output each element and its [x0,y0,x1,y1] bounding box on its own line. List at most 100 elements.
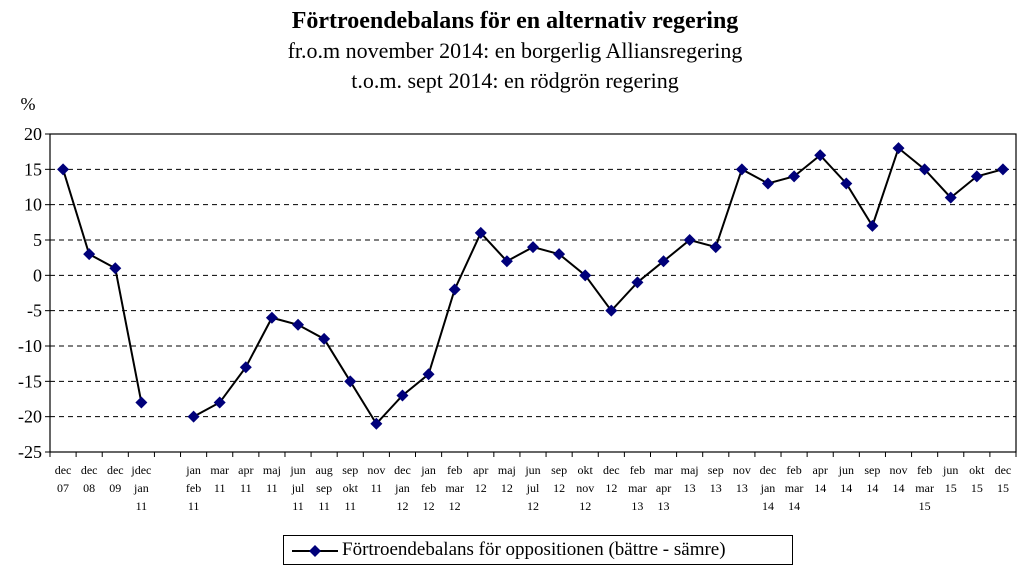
data-point [265,311,278,324]
data-point [631,276,644,289]
data-point [83,248,96,261]
x-tick-label: jan [760,481,776,495]
legend-series-marker [292,545,338,557]
x-tick-label: dec [995,463,1012,477]
x-tick-label: 07 [57,481,69,495]
x-tick-label: jul [526,481,540,495]
data-point [422,368,435,381]
x-tick-label: okt [969,463,985,477]
x-tick-label: feb [447,463,462,477]
x-tick-label: 11 [344,499,356,513]
x-tick-label: sep [551,463,567,477]
x-tick-label: feb [421,481,436,495]
data-point [788,170,801,183]
y-tick-label: 20 [24,124,42,144]
series-line [193,146,1004,426]
data-point [605,304,618,317]
chart-subtitle-1: fr.o.m november 2014: en borgerlig Allia… [287,38,743,63]
x-tick-label: jan [185,463,201,477]
y-tick-label: -20 [18,407,42,427]
y-tick-label: 5 [33,230,42,250]
x-tick-label: 14 [762,499,774,513]
chart-title: Förtroendebalans för en alternativ reger… [291,8,739,34]
data-point [370,417,383,430]
x-tick-label: mar [915,481,934,495]
line-chart: 20 15 10 5 0 -5 -10 -15 -20 -25% dec 07 dec 08 dec 09 jd… [18,94,1017,513]
x-tick-label: jun [838,463,854,477]
x-tick-label: 12 [579,499,591,513]
x-tick-label: 11 [136,499,148,513]
plot-area [49,133,1017,453]
x-tick-label: jun [289,463,305,477]
data-point [683,234,696,246]
x-tick-label: feb [786,463,801,477]
x-tick-label: 12 [396,499,408,513]
x-tick-label: 13 [736,481,748,495]
x-tick-label: jun [942,463,958,477]
data-point [657,255,670,268]
legend-series-label: Förtroendebalans för oppositionen (bättr… [342,539,726,560]
x-tick-label: mar [445,481,464,495]
data-point [448,283,461,296]
y-tick-label: 10 [24,195,42,215]
data-point [970,170,983,183]
x-tick-label: nov [576,481,594,495]
y-tick-label: -10 [18,336,42,356]
x-tick-label: dec [603,463,620,477]
x-tick-label: maj [498,463,516,477]
x-tick-label: aug [315,463,332,477]
chart-legend: Förtroendebalans för oppositionen (bättr… [283,535,793,565]
data-point [527,241,539,254]
data-point [840,177,853,190]
x-tick-label: apr [656,481,671,495]
y-tick-label: 0 [33,265,42,285]
x-tick-label: 15 [971,481,983,495]
x-tick-label: 14 [893,481,905,495]
x-tick-label: 11 [292,499,304,513]
data-point [500,255,513,268]
data-point [892,142,905,155]
x-tick-label: 08 [83,481,95,495]
x-tick-label: nov [890,463,908,477]
x-tick-label: 12 [449,499,461,513]
x-tick-label: 09 [109,481,121,495]
x-tick-label: 11 [318,499,330,513]
data-point [918,163,931,176]
x-tick-label: 12 [501,481,513,495]
data-point [396,389,409,402]
x-tick-label: feb [917,463,932,477]
x-tick-label: sep [864,463,880,477]
data-point [866,219,879,232]
x-tick-label: sep [708,463,724,477]
data-point [553,248,566,261]
data-point [239,361,252,374]
x-tick-label: jan [420,463,436,477]
x-tick-label: maj [681,463,699,477]
data-point [213,396,226,409]
x-tick-label: mar [628,481,647,495]
x-tick-label: 11 [188,499,200,513]
x-tick-label: dec [81,463,98,477]
x-tick-label: sep [316,481,332,495]
x-tick-label: 14 [840,481,852,495]
data-point [579,269,592,282]
x-tick-label: okt [343,481,359,495]
x-tick-label: 12 [423,499,435,513]
x-tick-label: okt [578,463,594,477]
data-point [944,191,957,204]
x-tick-label: jan [133,481,149,495]
data-point [761,177,774,190]
x-tick-label: dec [55,463,72,477]
x-tick-label: nov [733,463,751,477]
x-tick-label: apr [238,463,253,477]
x-tick-label: 14 [814,481,826,495]
data-point [292,318,305,331]
x-tick-label: 11 [371,481,383,495]
x-tick-label: feb [186,481,201,495]
y-tick-label: -5 [27,301,42,321]
x-tick-label: mar [210,463,229,477]
x-tick-label: 14 [866,481,878,495]
data-point [57,163,70,176]
x-tick-label: jdec [130,463,151,477]
y-tick-label: -25 [18,442,42,462]
